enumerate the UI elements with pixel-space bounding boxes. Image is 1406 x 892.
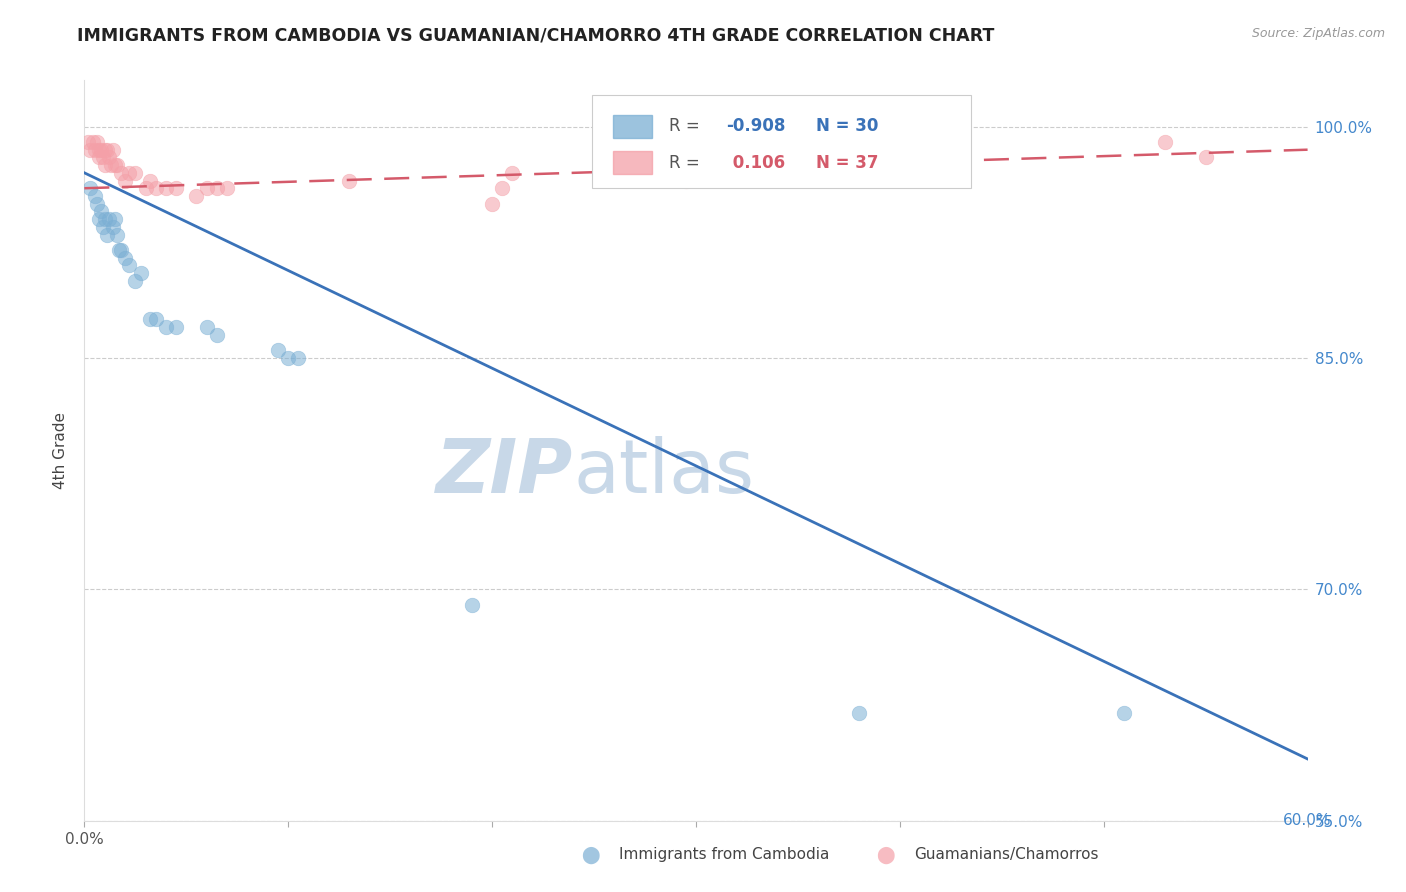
Point: [217, 181, 239, 195]
Point: [1114, 706, 1136, 720]
Point: [114, 251, 136, 265]
Point: [104, 158, 127, 172]
Point: [145, 312, 167, 326]
Point: [77, 135, 100, 149]
FancyBboxPatch shape: [592, 95, 972, 187]
Point: [86, 196, 108, 211]
Text: R =: R =: [669, 118, 704, 136]
Point: [91, 150, 114, 164]
Point: [100, 158, 122, 172]
Point: [131, 266, 153, 280]
Point: [138, 312, 160, 326]
Point: [267, 343, 290, 358]
Text: atlas: atlas: [574, 436, 755, 509]
Text: 60.0%: 60.0%: [1284, 813, 1331, 828]
Point: [91, 219, 114, 234]
Point: [165, 320, 187, 334]
Text: N = 30: N = 30: [815, 118, 879, 136]
Point: [83, 143, 105, 157]
Point: [118, 166, 141, 180]
Point: [502, 166, 524, 180]
Point: [339, 173, 361, 187]
Point: [101, 219, 124, 234]
Point: [138, 173, 160, 187]
Text: 0.106: 0.106: [727, 153, 785, 171]
Point: [481, 196, 503, 211]
Point: [96, 143, 118, 157]
Point: [79, 181, 101, 195]
Point: [87, 143, 110, 157]
Point: [97, 150, 120, 164]
Point: [101, 143, 124, 157]
Point: [205, 327, 228, 342]
Point: [114, 173, 136, 187]
Point: [165, 181, 187, 195]
Point: [155, 181, 177, 195]
Text: Source: ZipAtlas.com: Source: ZipAtlas.com: [1251, 27, 1385, 40]
Point: [1154, 135, 1177, 149]
Y-axis label: 4th Grade: 4th Grade: [53, 412, 69, 489]
Point: [90, 143, 112, 157]
Text: IMMIGRANTS FROM CAMBODIA VS GUAMANIAN/CHAMORRO 4TH GRADE CORRELATION CHART: IMMIGRANTS FROM CAMBODIA VS GUAMANIAN/CH…: [77, 27, 994, 45]
Point: [1195, 150, 1218, 164]
Text: ⬤: ⬤: [876, 846, 896, 863]
Text: ⬤: ⬤: [581, 846, 600, 863]
Text: R =: R =: [669, 153, 704, 171]
Point: [461, 598, 484, 612]
Point: [87, 212, 110, 227]
Point: [848, 706, 870, 720]
Point: [145, 181, 167, 195]
Point: [195, 320, 218, 334]
Point: [90, 204, 112, 219]
Point: [105, 227, 128, 242]
Point: [491, 181, 513, 195]
Bar: [613, 151, 652, 175]
Point: [104, 212, 127, 227]
Point: [155, 320, 177, 334]
Point: [83, 189, 105, 203]
Point: [110, 243, 132, 257]
Point: [277, 351, 299, 365]
Point: [205, 181, 228, 195]
Point: [124, 166, 146, 180]
Point: [675, 173, 697, 187]
Text: ZIP: ZIP: [436, 436, 574, 509]
Point: [93, 143, 115, 157]
Point: [79, 143, 101, 157]
Point: [287, 351, 309, 365]
Text: -0.908: -0.908: [727, 118, 786, 136]
Point: [93, 158, 115, 172]
Point: [96, 227, 118, 242]
Point: [93, 212, 115, 227]
Point: [124, 274, 146, 288]
Point: [118, 258, 141, 272]
Text: N = 37: N = 37: [815, 153, 879, 171]
Text: Guamanians/Chamorros: Guamanians/Chamorros: [914, 847, 1098, 862]
Point: [82, 135, 104, 149]
Point: [110, 166, 132, 180]
Text: Immigrants from Cambodia: Immigrants from Cambodia: [619, 847, 830, 862]
Point: [186, 189, 208, 203]
Bar: [613, 114, 652, 138]
Point: [108, 243, 131, 257]
Point: [105, 158, 128, 172]
Point: [87, 150, 110, 164]
Point: [135, 181, 157, 195]
Point: [195, 181, 218, 195]
Point: [86, 135, 108, 149]
Point: [97, 212, 120, 227]
